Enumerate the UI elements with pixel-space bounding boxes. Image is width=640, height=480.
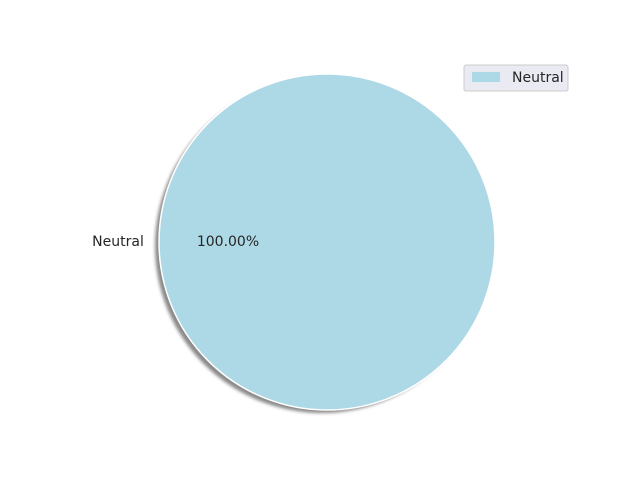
pie-slice-neutral (158, 73, 496, 411)
legend-swatch-neutral (472, 72, 500, 82)
pie-slices (158, 73, 496, 411)
slice-label-neutral: Neutral (92, 234, 144, 250)
legend: Neutral (463, 64, 569, 92)
legend-label-neutral: Neutral (512, 70, 564, 86)
legend-frame (463, 64, 569, 92)
slice-percent-neutral: 100.00% (197, 234, 259, 250)
